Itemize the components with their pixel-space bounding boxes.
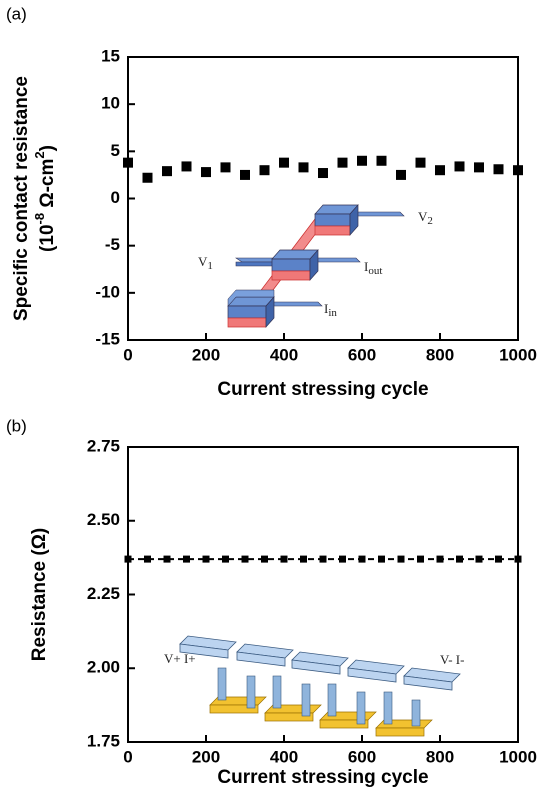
x-tick-label: 400 (270, 345, 298, 364)
annotation-text: V- I- (440, 652, 464, 667)
x-tick-label: 1000 (499, 345, 537, 364)
data-point (318, 168, 328, 179)
data-point (298, 162, 309, 173)
y-tick-label: -10 (95, 282, 120, 301)
y-tick-label: 2.75 (87, 436, 120, 455)
y-axis-unit-part: ) (37, 145, 58, 151)
data-point (261, 555, 268, 563)
y-tick-label: 5 (111, 141, 120, 160)
y-tick-label: -15 (95, 329, 120, 348)
annotation-sub: 2 (427, 215, 433, 227)
data-point (222, 555, 229, 563)
panel-label: (a) (6, 4, 27, 23)
data-point (144, 555, 151, 563)
x-tick-label: 200 (192, 747, 220, 766)
annotation-text: I (364, 259, 368, 274)
annotation-sub: out (368, 265, 382, 277)
panel-label: (b) (6, 416, 27, 435)
y-axis-unit-part: (10 (37, 224, 58, 251)
y-tick-label: -5 (105, 235, 120, 254)
data-point (124, 555, 132, 563)
x-tick-label: 0 (123, 345, 132, 364)
data-point (454, 161, 465, 172)
data-point (493, 164, 504, 175)
data-point (456, 555, 463, 563)
data-point (376, 155, 387, 166)
y-tick-label: 1.75 (87, 731, 120, 750)
data-point (339, 555, 346, 563)
y-axis-unit: (10-8 Ω-cm2) (32, 145, 58, 252)
data-point (241, 555, 249, 563)
x-tick-label: 800 (426, 345, 454, 364)
data-point (142, 172, 153, 183)
data-point (279, 157, 289, 168)
annotation-text: V (418, 209, 428, 224)
inset-kelvin (227, 204, 405, 328)
annotation-text: I (324, 301, 328, 316)
data-point (513, 165, 523, 176)
data-point (337, 157, 348, 168)
data-point (358, 555, 366, 563)
data-point (378, 555, 385, 563)
x-axis-label: Current stressing cycle (217, 767, 428, 788)
plot-frame (127, 446, 519, 743)
y-tick-label: 2.50 (87, 510, 120, 529)
data-point (397, 555, 405, 563)
data-point (300, 555, 307, 563)
plot-frame (127, 56, 519, 341)
data-point (514, 555, 522, 563)
data-point (436, 555, 444, 563)
data-point (123, 157, 133, 168)
y-tick-label: 2.00 (87, 658, 120, 677)
data-point (415, 157, 426, 168)
x-tick-label: 0 (123, 747, 132, 766)
y-axis-unit-part: -8 (32, 213, 47, 225)
annotation: Iin (324, 301, 337, 319)
data-point (495, 555, 502, 563)
data-point (202, 555, 210, 563)
annotation: V1 (198, 254, 213, 272)
x-axis-label: Current stressing cycle (217, 379, 428, 400)
annotation-text: V (198, 254, 208, 269)
annotation: V+ I+ (164, 651, 196, 666)
inset-daisy-chain (179, 635, 461, 737)
x-tick-label: 600 (348, 345, 376, 364)
x-tick-label: 600 (348, 747, 376, 766)
data-point (417, 555, 424, 563)
data-point (259, 165, 270, 176)
x-tick-label: 1000 (499, 747, 537, 766)
data-point (357, 155, 367, 166)
annotation-sub: 1 (207, 260, 213, 272)
annotation: V2 (418, 209, 433, 227)
x-tick-label: 400 (270, 747, 298, 766)
data-point (220, 162, 231, 173)
annotation-sub: in (328, 307, 337, 319)
y-axis-unit-part: Ω-cm (37, 159, 58, 213)
data-point (201, 167, 211, 178)
y-axis-label: Resistance (Ω) (29, 528, 50, 662)
data-point (475, 555, 483, 563)
data-point (183, 555, 190, 563)
y-tick-label: 10 (101, 94, 120, 113)
annotation-text: V+ I+ (164, 651, 196, 666)
x-tick-label: 800 (426, 747, 454, 766)
data-point (474, 162, 484, 173)
y-tick-label: 15 (101, 46, 120, 65)
data-point (240, 169, 250, 180)
annotation: Iout (364, 259, 382, 277)
x-tick-label: 200 (192, 345, 220, 364)
data-point (162, 166, 172, 177)
data-point (435, 165, 445, 176)
data-point (163, 555, 171, 563)
data-point (319, 555, 327, 563)
y-tick-label: 0 (111, 188, 120, 207)
y-tick-label: 2.25 (87, 584, 120, 603)
data-point (181, 161, 192, 172)
annotation: V- I- (440, 652, 464, 667)
y-axis-label: Specific contact resistance (11, 76, 32, 321)
y-axis-unit-part: 2 (32, 151, 47, 158)
data-point (396, 169, 406, 180)
data-point (280, 555, 288, 563)
